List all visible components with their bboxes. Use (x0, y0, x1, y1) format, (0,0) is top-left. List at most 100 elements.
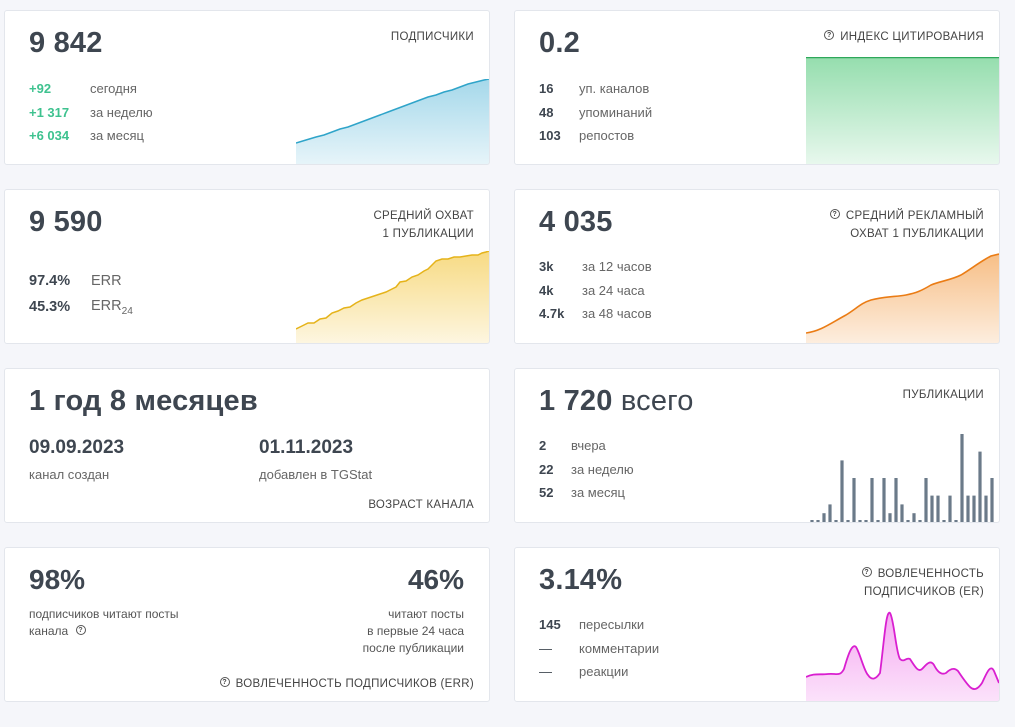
stat-value: 45.3% (29, 299, 71, 315)
citation-label: ИНДЕКС ЦИТИРОВАНИЯ (824, 28, 984, 46)
publication-bar (846, 520, 850, 522)
info-icon[interactable] (75, 625, 86, 635)
publication-bar (810, 520, 814, 522)
publications-card[interactable]: 1 720 всего ПУБЛИКАЦИИ 2 вчера 22 за недел… (514, 368, 1000, 523)
stat-desc: за 12 часов (582, 259, 652, 275)
publication-bar (888, 513, 892, 522)
avg-reach: 9 590 (29, 206, 103, 238)
readers-text: подписчиков читают посты канала (29, 606, 179, 640)
engagement-err-label: ВОВЛЕЧЕННОСТЬ ПОДПИСЧИКОВ (ERR) (219, 675, 474, 693)
publication-bar (900, 504, 904, 522)
stat-row: 4.7k за 48 часов (539, 302, 652, 326)
channel-age-label: ВОЗРАСТ КАНАЛА (368, 499, 474, 511)
stat-value: 97.4% (29, 273, 71, 289)
stat-row: 52 за месяц (539, 481, 634, 505)
citation-stats: 16 уп. каналов 48 упоминаний 103 репостов (539, 77, 652, 148)
publication-bar (858, 520, 862, 522)
stat-row: 16 уп. каналов (539, 77, 652, 101)
publication-bar (834, 520, 838, 522)
publication-bar (984, 495, 988, 522)
ad-reach-stats: 3k за 12 часов 4k за 24 часа 4.7k за 48 час… (539, 255, 652, 326)
publications-stats: 2 вчера 22 за неделю 52 за месяц (539, 434, 634, 505)
stat-value: +6 034 (29, 128, 70, 144)
publication-bar (912, 513, 916, 522)
stat-row: — реакции (539, 660, 659, 684)
stat-row: +1 317 за неделю (29, 101, 153, 125)
stat-value: 4.7k (539, 306, 565, 322)
citation-index: 0.2 (539, 27, 580, 59)
subscribers-card[interactable]: 9 842 ПОДПИСЧИКИ +92 сегодня +1 317 за нед… (4, 10, 490, 165)
er-sparkline (806, 612, 999, 701)
stat-desc: за месяц (90, 128, 144, 144)
er-stats: 145 пересылки — комментарии — реакции (539, 613, 659, 684)
info-icon[interactable] (829, 209, 840, 219)
channel-age-card[interactable]: 1 год 8 месяцев 09.09.2023 канал создан … (4, 368, 490, 523)
stat-row: 48 упоминаний (539, 101, 652, 125)
publication-bar (960, 434, 964, 522)
publication-bar (990, 478, 994, 522)
stat-row: 145 пересылки (539, 613, 659, 637)
stat-value: +1 317 (29, 104, 70, 120)
stat-desc: ERR (91, 273, 122, 289)
subscribers-stats: +92 сегодня +1 317 за неделю +6 034 за меся… (29, 77, 153, 148)
stat-desc: комментарии (579, 640, 660, 656)
stat-desc: вчера (571, 438, 606, 454)
publication-bar (822, 513, 826, 522)
info-icon[interactable] (861, 567, 872, 577)
avg-ad-reach: 4 035 (539, 206, 613, 238)
stat-desc: за неделю (90, 104, 153, 120)
readers-percent: 98% (29, 564, 86, 595)
readers-24h-text: читают посты в первые 24 часа после публик… (362, 607, 464, 655)
publication-bar (924, 478, 928, 522)
subscribers-sparkline (296, 79, 489, 164)
publication-bar (876, 520, 880, 522)
publications-bar-chart (810, 434, 994, 522)
info-icon[interactable] (219, 677, 230, 687)
stat-value: 16 (539, 81, 554, 97)
publication-bar (954, 520, 958, 522)
stat-value: 103 (539, 128, 561, 144)
stat-row: 2 вчера (539, 434, 634, 458)
reach-sparkline (296, 251, 489, 343)
stat-row: — комментарии (539, 637, 659, 661)
stat-row: +92 сегодня (29, 77, 153, 101)
publication-bar (816, 520, 820, 522)
publication-bar (930, 495, 934, 522)
publication-bar (906, 520, 910, 522)
stat-desc: за 24 часа (582, 282, 645, 298)
stat-desc: сегодня (90, 81, 137, 97)
created-date: 09.09.2023 (29, 437, 125, 458)
stat-desc: репостов (579, 128, 635, 144)
citation-chart (806, 57, 999, 164)
citation-card[interactable]: 0.2 ИНДЕКС ЦИТИРОВАНИЯ 16 уп. каналов 48 у… (514, 10, 1000, 165)
stat-row: 4k за 24 часа (539, 279, 652, 303)
stat-value: 52 (539, 485, 554, 501)
stat-value: 3k (539, 259, 554, 275)
publication-bar (948, 495, 952, 522)
readers-24h-percent: 46% (407, 564, 464, 595)
stat-row: 45.3% ERR24 (29, 294, 133, 320)
added-label: добавлен в TGStat (259, 467, 373, 482)
stat-row: 103 репостов (539, 124, 652, 148)
stat-desc: пересылки (579, 617, 645, 633)
publication-bar (840, 460, 844, 522)
info-icon[interactable] (824, 30, 835, 40)
stat-value: — (539, 640, 552, 656)
publications-label: ПУБЛИКАЦИИ (902, 389, 984, 401)
publication-bar (972, 495, 976, 522)
stat-desc: реакции (579, 664, 629, 680)
stat-value: 48 (539, 104, 554, 120)
stat-value: 2 (539, 438, 547, 454)
stat-value: — (539, 664, 552, 680)
publication-bar (936, 495, 940, 522)
reach-card[interactable]: 9 590 СРЕДНИЙ ОХВАТ 1 ПУБЛИКАЦИИ 97.4% ERR… (4, 189, 490, 344)
publication-bar (942, 520, 946, 522)
publication-bar (852, 478, 856, 522)
added-date: 01.11.2023 (259, 437, 354, 458)
stat-desc: уп. каналов (579, 81, 650, 97)
